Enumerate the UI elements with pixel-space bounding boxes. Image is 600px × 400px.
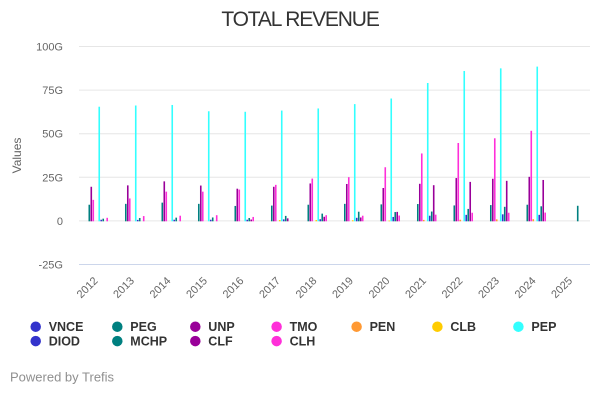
- svg-text:TOTAL REVENUE: TOTAL REVENUE: [221, 8, 380, 31]
- svg-text:CLF: CLF: [208, 334, 233, 348]
- svg-text:TMO: TMO: [290, 320, 318, 334]
- svg-text:Powered by Trefis: Powered by Trefis: [10, 370, 115, 385]
- svg-text:CLH: CLH: [290, 334, 316, 348]
- svg-text:VNCE: VNCE: [49, 320, 84, 334]
- svg-text:25G: 25G: [42, 172, 63, 184]
- svg-text:100G: 100G: [36, 42, 63, 54]
- svg-text:CLB: CLB: [450, 320, 476, 334]
- svg-text:MCHP: MCHP: [130, 334, 167, 348]
- svg-text:PEN: PEN: [370, 320, 396, 334]
- svg-text:PEP: PEP: [531, 320, 556, 334]
- svg-text:50G: 50G: [42, 129, 63, 141]
- svg-text:PEG: PEG: [130, 320, 156, 334]
- svg-text:Values: Values: [10, 138, 24, 174]
- svg-text:0: 0: [57, 216, 63, 228]
- svg-text:75G: 75G: [42, 85, 63, 97]
- svg-text:-25G: -25G: [39, 260, 63, 272]
- svg-text:DIOD: DIOD: [49, 334, 80, 348]
- svg-text:UNP: UNP: [208, 320, 234, 334]
